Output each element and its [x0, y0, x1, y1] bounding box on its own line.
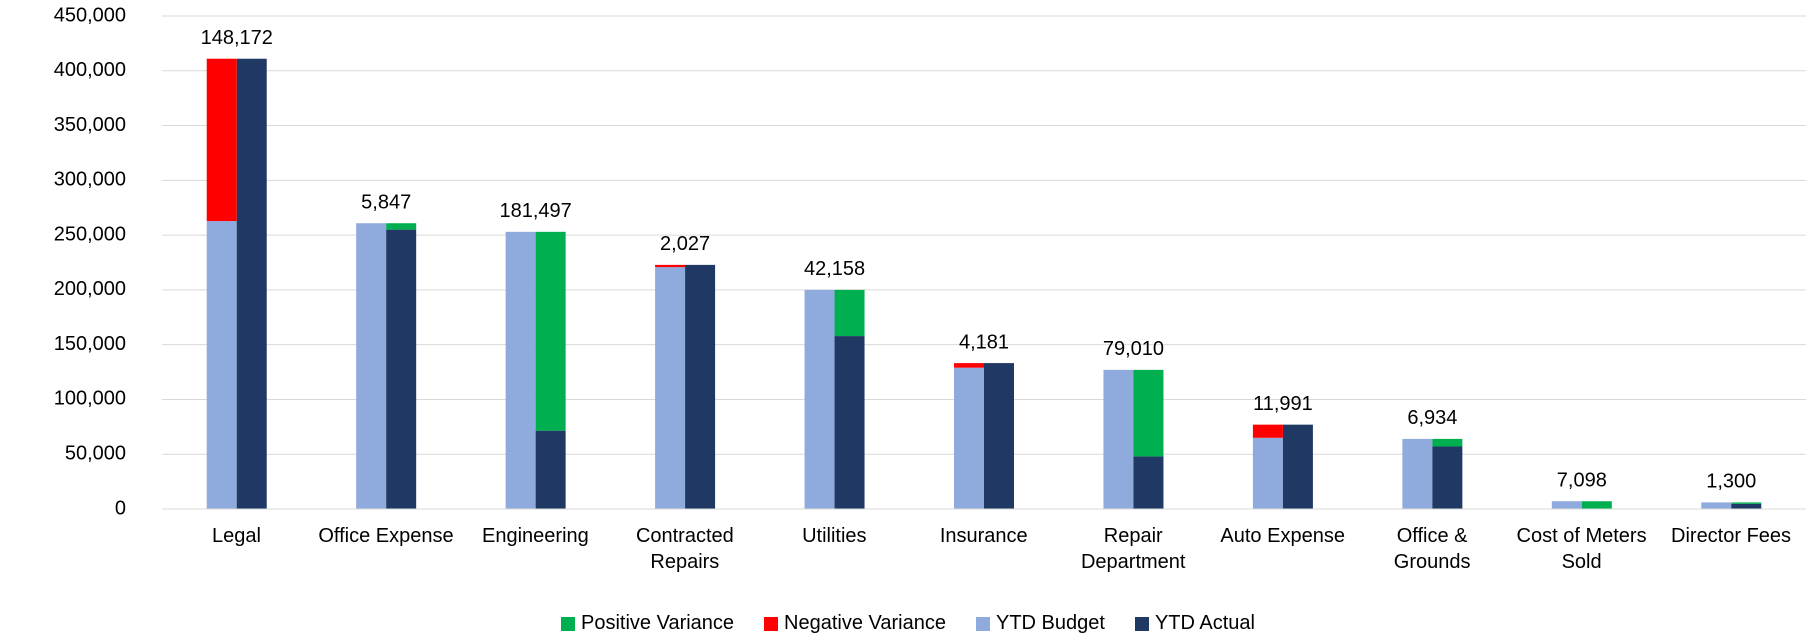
variance-bar	[954, 363, 984, 368]
bar	[685, 264, 716, 509]
legend-label: YTD Actual	[1154, 612, 1255, 634]
variance-bar	[655, 264, 686, 268]
variance-bar	[1133, 369, 1164, 457]
data-label: 6,934	[1407, 407, 1457, 429]
y-tick-label: 150,000	[54, 333, 126, 355]
x-tick-label: Contracted Repairs	[635, 525, 734, 573]
y-tick-label: 350,000	[54, 114, 126, 136]
y-tick-label: 250,000	[54, 223, 126, 245]
data-label: 7,098	[1557, 470, 1607, 492]
bar	[1731, 503, 1762, 509]
data-label: 5,847	[361, 192, 411, 214]
x-tick-label: Director Fees	[1671, 525, 1792, 547]
bar	[1432, 446, 1463, 509]
data-label: 2,027	[660, 233, 710, 255]
variance-bar	[386, 223, 417, 230]
legend-swatch	[1134, 616, 1149, 631]
legend-label: Positive Variance	[581, 612, 735, 634]
legend-item: Negative Variance	[764, 612, 946, 635]
x-tick-label: Office & Grounds	[1393, 525, 1471, 573]
bar	[1551, 501, 1582, 509]
variance-bar	[1252, 424, 1283, 438]
bar	[236, 58, 267, 510]
bar	[984, 363, 1014, 509]
y-tick-label: 200,000	[54, 278, 126, 300]
variance-bar	[1581, 501, 1612, 509]
bar	[804, 289, 835, 509]
bar	[1103, 369, 1134, 509]
y-tick-label: 100,000	[54, 388, 126, 410]
legend-label: YTD Budget	[996, 612, 1105, 634]
y-tick-label: 450,000	[54, 4, 126, 26]
variance-bar	[535, 231, 566, 431]
legend-item: YTD Actual	[1134, 612, 1255, 635]
x-tick-label: Cost of Meters Sold	[1516, 525, 1647, 573]
variance-bar	[1731, 502, 1762, 504]
x-tick-label: Engineering	[482, 525, 589, 547]
bar	[834, 336, 865, 509]
bar	[206, 221, 237, 510]
variance-bar	[206, 58, 237, 222]
x-tick-label: Legal	[212, 525, 261, 547]
y-tick-label: 0	[115, 497, 126, 519]
plot: 0 50,000 100,000 150,000 200,000 250,000 300,0…	[54, 4, 1806, 519]
legend: Positive Variance Negative Variance YTD Bu…	[0, 612, 1816, 635]
data-label: 42,158	[804, 258, 865, 280]
legend-swatch	[561, 616, 575, 631]
bar	[1282, 424, 1313, 509]
bar	[386, 229, 417, 509]
legend-item: YTD Budget	[976, 612, 1105, 635]
bar	[1133, 456, 1164, 509]
bar	[655, 267, 686, 509]
bar	[1402, 438, 1433, 509]
x-tick-label: Auto Expense	[1220, 525, 1345, 547]
data-label: 181,497	[499, 200, 571, 222]
data-label: 1,300	[1706, 471, 1756, 493]
legend-swatch	[764, 616, 779, 631]
bar	[505, 231, 536, 509]
bar	[535, 430, 566, 509]
data-label: 11,991	[1253, 393, 1313, 415]
bar	[1701, 502, 1732, 509]
legend-label: Negative Variance	[784, 612, 946, 634]
data-label: 79,010	[1103, 338, 1164, 360]
variance-bar	[834, 289, 865, 337]
bar	[954, 367, 984, 509]
x-tick-label: Repair Department	[1080, 525, 1186, 573]
y-tick-label: 300,000	[54, 169, 126, 191]
x-tick-label: Office Expense	[318, 525, 454, 547]
data-label: 148,172	[201, 27, 273, 49]
legend-item: Positive Variance	[561, 612, 734, 635]
x-tick-label: Insurance	[939, 525, 1028, 547]
data-label: 4,181	[959, 331, 1009, 353]
y-tick-label: 50,000	[65, 443, 126, 465]
bar	[356, 223, 387, 510]
legend-swatch	[976, 616, 990, 631]
x-tick-label: Utilities	[802, 525, 867, 547]
variance-bar	[1432, 438, 1463, 447]
y-tick-label: 400,000	[54, 59, 126, 81]
bar	[1252, 437, 1283, 509]
